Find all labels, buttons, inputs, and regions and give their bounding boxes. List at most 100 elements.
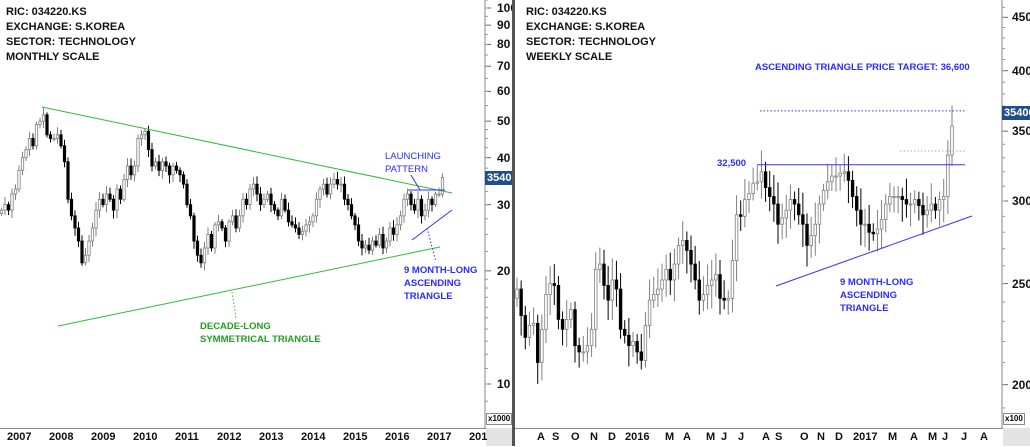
candle-body xyxy=(157,161,161,171)
candle-body xyxy=(660,279,664,290)
candle xyxy=(332,172,336,189)
candle xyxy=(342,176,347,206)
annotation-line: DECADE-LONG xyxy=(200,321,271,332)
candle xyxy=(913,190,917,214)
candle-body xyxy=(875,228,880,235)
candle xyxy=(710,260,714,309)
candle xyxy=(293,217,298,233)
candle xyxy=(244,193,249,210)
candle-body xyxy=(283,198,287,211)
candle xyxy=(279,192,284,220)
candle xyxy=(523,305,527,350)
candle-body xyxy=(272,204,277,211)
ric-label: RIC: 034220.KS xyxy=(6,6,87,18)
candle xyxy=(623,320,627,344)
candle xyxy=(143,128,147,140)
candle xyxy=(234,209,238,233)
candle xyxy=(0,207,4,216)
x-tick-label: A xyxy=(683,431,691,443)
candle-body xyxy=(776,203,780,225)
candle xyxy=(3,197,7,216)
x-tick-label: 2008 xyxy=(49,431,74,443)
candle xyxy=(929,183,933,223)
candle-body xyxy=(3,204,7,211)
exchange-label: EXCHANGE: S.KOREA xyxy=(6,21,126,33)
annotation-line: TRIANGLE xyxy=(404,291,453,302)
candle-body xyxy=(230,215,235,223)
candle xyxy=(381,226,385,255)
candle-body xyxy=(206,233,210,249)
candle-body xyxy=(904,199,909,205)
candle xyxy=(776,182,780,244)
candle-body xyxy=(167,165,172,176)
candle-body xyxy=(689,250,693,265)
candle xyxy=(62,139,67,168)
candle-body xyxy=(565,318,569,330)
candle-body xyxy=(867,223,871,233)
candle-body xyxy=(13,188,18,195)
candle xyxy=(13,184,18,201)
candle xyxy=(705,264,710,310)
candle-body xyxy=(681,240,685,246)
candle xyxy=(321,178,326,196)
candle-body xyxy=(614,279,619,290)
x-tick-label: A xyxy=(762,431,770,443)
candle-body xyxy=(801,214,805,225)
candle-body xyxy=(850,179,855,197)
candle xyxy=(672,248,677,302)
candle xyxy=(139,130,144,146)
candle-body xyxy=(262,198,266,206)
candle-body xyxy=(519,288,523,316)
candle-body xyxy=(395,224,399,235)
candle xyxy=(697,261,701,315)
candle xyxy=(846,156,851,204)
candle xyxy=(718,259,722,315)
x-tick-label: 2014 xyxy=(301,431,326,443)
candle-body xyxy=(335,179,340,185)
candle xyxy=(202,241,207,271)
candle-body xyxy=(202,247,207,264)
candle-body xyxy=(34,124,39,147)
x-tick-label: J xyxy=(738,431,745,443)
candle xyxy=(290,215,294,228)
candle-body xyxy=(676,244,681,265)
candle-body xyxy=(797,203,801,216)
candle-body xyxy=(627,334,631,347)
candle-body xyxy=(540,328,544,363)
candle xyxy=(314,192,319,223)
candle xyxy=(10,188,14,218)
candle-body xyxy=(589,328,594,347)
candle-body xyxy=(863,223,867,226)
candle xyxy=(660,263,664,302)
candle-body xyxy=(921,205,925,216)
candle xyxy=(904,178,909,218)
candle xyxy=(419,195,424,224)
candle-body xyxy=(672,263,677,281)
annotation-line: ASCENDING xyxy=(404,278,462,289)
candle-body xyxy=(97,198,102,211)
candle-body xyxy=(437,193,441,196)
candle-body xyxy=(20,157,25,171)
x-tick-label: M xyxy=(888,431,898,443)
candle xyxy=(747,181,751,213)
candle-body xyxy=(76,227,81,242)
candle-body xyxy=(544,294,548,330)
candle xyxy=(433,191,438,208)
x-tick-label: J xyxy=(961,431,968,443)
x-tick-label: A xyxy=(980,431,988,443)
candle-body xyxy=(391,227,396,235)
candle xyxy=(20,151,25,176)
candle xyxy=(391,220,396,241)
candle xyxy=(90,222,95,247)
candle xyxy=(192,212,196,249)
candle-body xyxy=(697,279,701,301)
x-tick-label: 2013 xyxy=(259,431,284,443)
candle xyxy=(739,200,743,232)
candle-body xyxy=(780,217,784,225)
candle xyxy=(908,192,913,227)
monthly-x-axis xyxy=(0,428,486,447)
candle xyxy=(896,186,900,214)
x-tick-label: 2007 xyxy=(7,431,32,443)
candle xyxy=(265,190,270,203)
candle-body xyxy=(311,215,315,223)
